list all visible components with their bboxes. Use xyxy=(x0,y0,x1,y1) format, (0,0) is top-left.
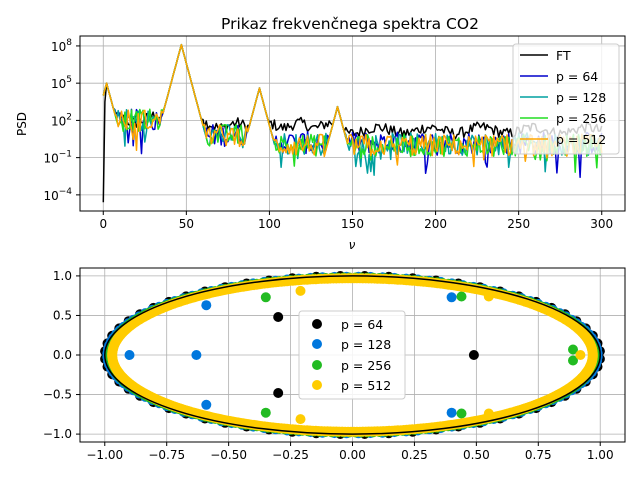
root-point-p512 xyxy=(295,414,306,425)
roots-y-tick-label: 0.5 xyxy=(53,308,72,322)
psd-y-tick-label: 10−4 xyxy=(43,187,72,203)
legend-label-p512: p = 512 xyxy=(556,132,606,147)
legend-marker-p512 xyxy=(312,380,322,390)
legend-label-ft: FT xyxy=(556,48,571,63)
roots-x-tick-label: 0.00 xyxy=(339,448,366,462)
psd-y-ticks: 10−4 10−1 102 105 108 xyxy=(43,38,80,203)
root-point-p128 xyxy=(191,350,202,360)
legend-label-p128: p = 128 xyxy=(556,90,606,105)
roots-x-tick-label: 0.50 xyxy=(463,448,490,462)
root-point-p256 xyxy=(260,292,271,303)
psd-legend-box xyxy=(512,43,620,155)
legend-label-p512-roots: p = 512 xyxy=(341,378,391,393)
psd-x-tick-label: 100 xyxy=(258,217,281,231)
psd-y-tick-label: 10−1 xyxy=(43,150,72,166)
roots-chart: −1.00 −0.75 −0.50 −0.25 0.00 0.25 0.50 0.75 1.00… xyxy=(43,267,626,462)
roots-y-tick-label: 0.0 xyxy=(53,348,72,362)
roots-x-tick-label: −0.50 xyxy=(210,448,247,462)
root-point-p64 xyxy=(273,312,284,322)
root-point-p256 xyxy=(260,407,271,418)
legend-marker-p64 xyxy=(312,319,322,329)
root-point-p512 xyxy=(575,350,586,360)
legend-marker-p128 xyxy=(312,339,322,349)
root-point-p256 xyxy=(456,408,467,419)
legend-label-p256-roots: p = 256 xyxy=(341,358,391,373)
psd-x-tick-label: 300 xyxy=(590,217,613,231)
root-point-p128 xyxy=(201,300,212,311)
psd-y-tick-label: 108 xyxy=(51,38,72,54)
roots-x-tick-label: −0.25 xyxy=(272,448,309,462)
root-point-p128 xyxy=(201,399,212,410)
roots-x-tick-label: −1.00 xyxy=(86,448,123,462)
psd-x-tick-label: 50 xyxy=(179,217,194,231)
psd-x-ticks: 0 50 100 150 200 250 300 xyxy=(99,211,613,231)
roots-legend-box xyxy=(298,310,406,400)
psd-x-tick-label: 250 xyxy=(507,217,530,231)
root-point-p64 xyxy=(468,350,479,360)
roots-x-tick-label: 0.75 xyxy=(525,448,552,462)
psd-y-tick-label: 102 xyxy=(51,112,72,128)
legend-label-p256: p = 256 xyxy=(556,111,606,126)
root-point-p256 xyxy=(456,291,467,302)
legend-label-p64: p = 64 xyxy=(556,69,598,84)
psd-x-tick-label: 150 xyxy=(341,217,364,231)
root-point-p512 xyxy=(483,408,494,419)
roots-x-tick-label: 0.25 xyxy=(401,448,428,462)
psd-x-tick-label: 200 xyxy=(424,217,447,231)
root-point-p128 xyxy=(446,407,457,418)
psd-chart: Prikaz frekvenčnega spektra CO2 0 50 100 15… xyxy=(15,15,626,252)
legend-label-p64-roots: p = 64 xyxy=(341,317,383,332)
psd-y-tick-label: 105 xyxy=(51,75,72,91)
roots-x-tick-label: 1.00 xyxy=(587,448,614,462)
psd-x-tick-label: 0 xyxy=(99,217,107,231)
root-point-p512 xyxy=(295,285,306,296)
root-point-p256 xyxy=(568,355,578,366)
psd-x-axis-label: ν xyxy=(349,238,356,252)
roots-y-tick-label: 1.0 xyxy=(53,269,72,283)
root-point-p128 xyxy=(446,292,457,303)
root-point-p256 xyxy=(568,344,578,355)
root-point-p128 xyxy=(124,350,135,360)
roots-x-tick-label: −0.75 xyxy=(148,448,185,462)
roots-y-tick-label: −1.0 xyxy=(43,427,72,441)
roots-x-ticks: −1.00 −0.75 −0.50 −0.25 0.00 0.25 0.50 0.75 1.00 xyxy=(86,442,614,462)
legend-label-p128-roots: p = 128 xyxy=(341,337,391,352)
psd-y-axis-label: PSD xyxy=(15,112,29,136)
legend-marker-p256 xyxy=(312,360,322,370)
chart-title: Prikaz frekvenčnega spektra CO2 xyxy=(221,15,479,33)
roots-series-group xyxy=(100,271,605,439)
root-point-p512 xyxy=(587,350,598,361)
roots-y-ticks: −1.0 −0.5 0.0 0.5 1.0 xyxy=(43,269,80,441)
root-point-p512 xyxy=(483,291,494,302)
unit-circle xyxy=(104,275,601,435)
roots-legend: p = 64 p = 128 p = 256 p = 512 xyxy=(298,310,406,400)
roots-y-tick-label: −0.5 xyxy=(43,388,72,402)
psd-legend: FT p = 64 p = 128 p = 256 p = 512 xyxy=(512,43,620,155)
root-point-p64 xyxy=(273,388,284,398)
